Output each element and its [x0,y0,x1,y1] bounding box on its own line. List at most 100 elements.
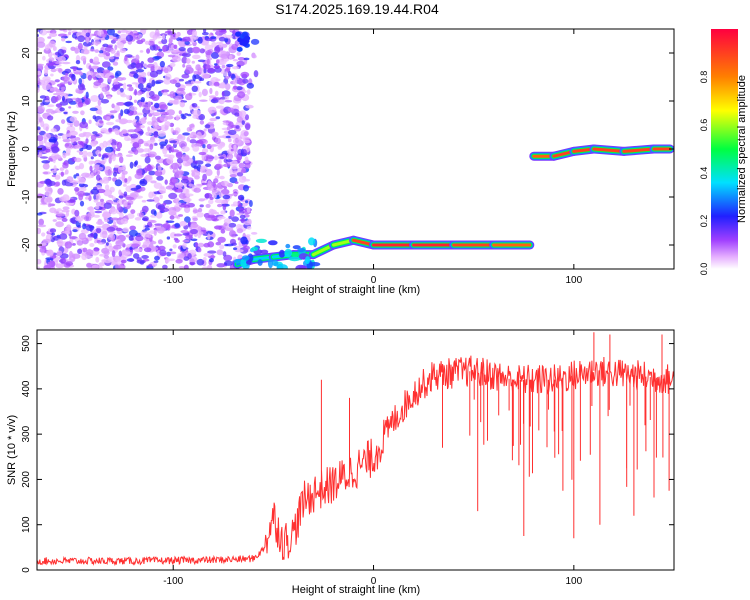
noise-speck [133,253,140,259]
noise-speck [251,54,257,59]
noise-speck [202,148,209,154]
noise-speck [138,212,144,218]
noise-speck [202,64,211,70]
noise-speck [216,59,220,64]
noise-speck [73,71,81,75]
noise-speck [175,33,179,39]
noise-speck [196,131,202,139]
noise-speck [244,162,251,169]
noise-speck [72,66,77,71]
x-tick-label: 0 [371,275,377,286]
noise-speck [164,139,169,145]
colorbar-label: Normalized spectral amplitude [736,75,748,223]
noise-speck [135,54,140,61]
noise-speck [127,64,135,70]
noise-speck [169,251,177,255]
noise-speck [126,258,135,262]
noise-speck [106,116,111,122]
noise-speck [89,243,95,247]
noise-speck [69,116,78,122]
noise-speck [124,178,128,183]
noise-speck [75,60,81,65]
noise-speck [225,135,232,139]
noise-speck [198,231,204,236]
noise-speck [190,238,198,242]
noise-speck [144,225,150,228]
noise-speck [44,44,50,51]
noise-speck [213,81,220,87]
noise-speck [234,181,239,184]
noise-speck [157,165,162,173]
noise-speck [100,198,104,203]
noise-speck [135,184,142,190]
noise-speck [170,162,179,170]
noise-speck [119,48,127,53]
noise-speck [77,42,83,51]
noise-speck [57,188,64,195]
noise-speck [46,249,54,257]
noise-speck [211,193,217,199]
noise-speck [183,256,190,261]
noise-speck [97,99,102,106]
noise-speck [243,220,252,226]
noise-speck [131,243,140,248]
noise-speck [90,188,100,195]
noise-speck [220,53,229,59]
noise-speck [245,159,250,164]
noise-speck [197,247,202,253]
noise-speck [170,225,175,229]
noise-speck [77,83,86,91]
trace-blob [241,255,250,261]
noise-speck [141,244,148,249]
noise-speck [73,120,80,127]
noise-speck [88,160,94,165]
noise-speck [233,85,238,90]
noise-speck [94,49,100,53]
noise-speck [108,128,112,133]
noise-speck [234,112,240,117]
noise-speck [184,40,190,46]
noise-speck [125,34,134,42]
noise-speck [192,109,202,117]
noise-speck [116,260,121,266]
noise-speck [192,46,201,54]
noise-speck [88,119,92,125]
noise-speck [159,60,165,68]
noise-speck [89,48,96,52]
noise-speck [244,35,251,41]
noise-speck [144,227,150,231]
noise-speck [220,180,230,187]
noise-speck [114,164,120,169]
noise-speck [135,235,144,242]
noise-speck [207,214,216,219]
noise-speck [46,179,53,187]
noise-speck [55,96,59,102]
noise-speck [135,112,144,116]
noise-speck [92,115,97,120]
noise-speck [111,103,115,109]
noise-speck [182,36,192,42]
noise-speck [178,47,186,52]
noise-speck [134,160,139,166]
noise-speck [136,90,142,96]
noise-speck [73,174,77,179]
noise-speck [79,121,89,129]
noise-speck [185,58,191,64]
noise-speck [55,181,61,187]
noise-speck [185,83,193,87]
noise-speck [175,82,181,88]
noise-speck [48,138,57,143]
noise-speck [120,218,129,225]
noise-speck [101,86,109,93]
noise-speck [217,236,226,243]
noise-speck [44,186,50,192]
noise-speck [75,217,84,222]
noise-speck [78,232,87,240]
noise-speck [92,169,97,173]
noise-speck [85,224,95,231]
noise-speck [109,231,116,235]
noise-speck [138,101,142,108]
noise-speck [37,135,44,142]
noise-speck [173,233,183,237]
